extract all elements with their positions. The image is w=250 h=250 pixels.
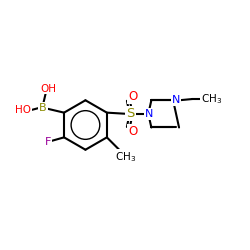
Text: S: S [126, 108, 134, 120]
Text: CH$_3$: CH$_3$ [115, 150, 136, 164]
Text: HO: HO [15, 105, 31, 115]
Text: O: O [128, 125, 138, 138]
Text: N: N [172, 95, 180, 105]
Text: B: B [39, 103, 47, 113]
Text: N: N [145, 109, 153, 119]
Text: O: O [128, 90, 138, 103]
Text: CH$_3$: CH$_3$ [201, 92, 222, 106]
Text: OH: OH [40, 84, 56, 94]
Text: F: F [45, 137, 51, 147]
